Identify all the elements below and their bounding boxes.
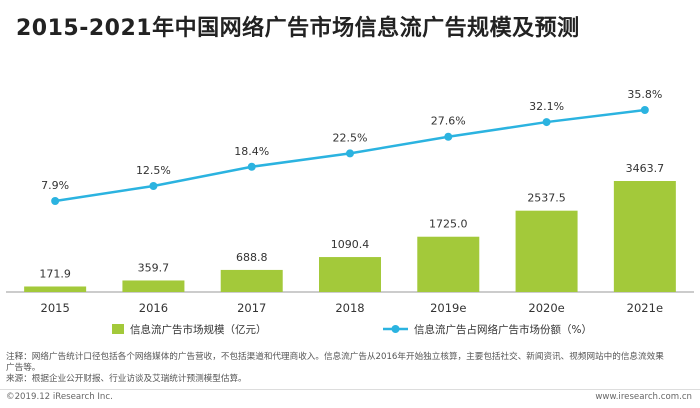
x-tick-label: 2019e [430,301,466,315]
bar-label: 688.8 [236,251,268,264]
line-point [346,149,354,158]
source-text: 来源：根据企业公开财报、行业访谈及艾瑞统计预测模型估算。 [6,374,247,384]
legend-line-marker [391,325,400,333]
bar [613,181,676,292]
line-point [444,132,453,141]
line-label: 12.5% [136,164,171,177]
bar-label: 1725.0 [429,218,468,231]
x-tick-label: 2021e [627,301,663,315]
legend-line-label: 信息流广告占网络广告市场份额（%） [414,323,592,336]
bar-label: 359.7 [138,261,170,274]
legend-bar-swatch [112,324,124,334]
line-point [247,162,256,171]
copyright: ©2019.12 iResearch Inc. [6,392,113,402]
line-label: 35.8% [627,88,662,101]
legend-bar-label: 信息流广告市场规模（亿元） [130,323,267,336]
bar [515,210,578,292]
line-point [51,197,60,205]
bar [122,280,185,292]
page-title: 2015-2021年中国网络广告市场信息流广告规模及预测 [16,16,580,41]
line-point [542,118,551,127]
line-label: 22.5% [333,131,368,144]
footer-divider [0,389,700,390]
x-tick-label: 2016 [139,301,168,315]
chart-canvas: 171.9 2015 359.7 2016 688.8 2017 1090.4 2018 172… [6,88,694,336]
x-tick-label: 2018 [335,301,364,315]
bar [417,236,480,292]
line-label: 18.4% [234,145,269,158]
line-point [640,106,649,114]
bar-label: 1090.4 [331,238,370,251]
line-label: 32.1% [529,100,564,113]
bar-label: 3463.7 [626,162,665,175]
note-line-1: 注释：网络广告统计口径包括各个网络媒体的广告营收，不包括渠道和代理商收入。信息流… [6,352,664,362]
note-text: 注释：网络广告统计口径包括各个网络媒体的广告营收，不包括渠道和代理商收入。信息流… [6,352,664,374]
x-tick-label: 2017 [237,301,266,315]
bar-label: 171.9 [39,267,71,280]
website: www.iresearch.com.cn [595,392,692,402]
line-label: 7.9% [41,179,69,192]
x-tick-label: 2015 [41,301,70,315]
bar-label: 2537.5 [527,192,566,205]
line-label: 27.6% [431,115,466,128]
x-tick-label: 2020e [528,301,564,315]
line-point [149,181,158,190]
bar [220,269,283,292]
note-line-1b: 广告等。 [6,363,41,373]
bar [319,257,381,292]
bar [24,286,87,292]
